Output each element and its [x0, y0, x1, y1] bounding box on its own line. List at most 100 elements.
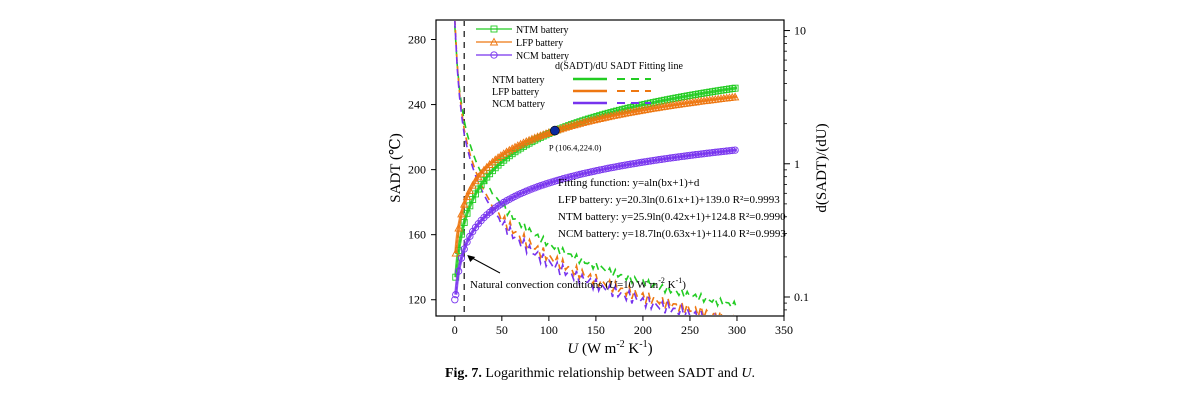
sadt-data-point: [603, 112, 613, 121]
legend-lines-label: LFP battery: [492, 87, 539, 98]
plot-frame: [435, 19, 785, 317]
derivative-series-line: [454, 21, 722, 315]
sadt-data-point: [584, 168, 593, 177]
sadt-data-point: [720, 147, 728, 156]
sadt-data-point: [462, 192, 472, 201]
sadt-data-point: [595, 114, 604, 122]
x-tick-label: 0: [452, 323, 458, 337]
natural-convection-label: Natural convection conditions (U=10 W m-…: [470, 276, 686, 291]
sadt-data-point: [471, 176, 480, 185]
sadt-data-point: [576, 170, 584, 179]
legend-lines-header: d(SADT)/dU SADT Fitting line: [555, 61, 683, 72]
x-axis-label-exp: -1: [639, 339, 647, 350]
sadt-data-point: [533, 132, 542, 141]
sadt-data-point: [680, 152, 688, 160]
legend-marker-label: NTM battery: [516, 25, 569, 36]
sadt-data-point: [460, 219, 468, 226]
sadt-data-point: [575, 118, 585, 127]
x-tick-label: 350: [775, 323, 793, 337]
y-left-tick-label: 160: [408, 228, 426, 242]
x-axis-label: U (W m-2 K-1): [567, 339, 652, 357]
x-tick-label: 250: [681, 323, 699, 337]
sadt-data-point: [507, 144, 517, 153]
natural-convection-u: U: [609, 279, 618, 291]
sadt-data-point: [527, 134, 537, 143]
sadt-fitting-line: [455, 149, 738, 295]
legend-lines-label: NTM battery: [492, 75, 545, 86]
x-tick-label: 200: [634, 323, 652, 337]
y-left-axis-label: SADT (℃): [388, 133, 404, 202]
sadt-data-point: [700, 150, 708, 158]
sadt-data-point: [468, 180, 477, 189]
x-tick-label: 150: [587, 323, 605, 337]
caption-text: Logarithmic relationship between SADT an…: [485, 366, 742, 381]
sadt-data-point: [451, 296, 459, 304]
sadt-data-point: [457, 209, 466, 218]
sadt-data-point: [463, 238, 471, 246]
sadt-data-point: [593, 166, 601, 175]
sadt-data-point: [584, 116, 593, 125]
sadt-data-point: [641, 158, 649, 166]
sadt-data-point: [573, 171, 581, 179]
sadt-data-point: [510, 142, 520, 151]
legend-marker-label: LFP battery: [516, 38, 563, 49]
caption-text-end: .: [751, 366, 756, 381]
y-right-tick-label: 1: [794, 157, 800, 171]
sadt-data-point: [731, 146, 739, 154]
sadt-data-point: [519, 138, 528, 147]
fit-function-title: Fitting function: y=aln(bx+1)+d: [558, 177, 700, 189]
sadt-data-point: [451, 248, 461, 257]
sadt-data-point: [459, 199, 469, 208]
x-axis-label-close: ): [648, 341, 653, 357]
sadt-data-point: [452, 290, 460, 299]
plot-frame-layer: [431, 19, 790, 321]
sadt-data-point: [562, 174, 570, 182]
x-axis-label-k: K: [625, 341, 640, 357]
natural-convection-value: =10 W m: [617, 279, 659, 291]
sadt-data-point: [607, 164, 615, 172]
sadt-data-point: [493, 153, 503, 162]
sadt-data-point: [660, 155, 669, 163]
legend-marker-label: NCM battery: [516, 51, 569, 62]
sadt-data-point: [609, 111, 619, 119]
natural-convection-close: ): [682, 279, 686, 291]
sadt-data-point: [567, 172, 576, 181]
sadt-data-point: [570, 120, 579, 129]
sadt-data-point: [465, 185, 475, 194]
y-left-tick-label: 280: [408, 33, 426, 47]
sadt-data-point: [601, 165, 609, 173]
fit-equation-ncm: NCM battery: y=18.7ln(0.63x+1)+114.0 R²=…: [558, 228, 786, 240]
x-axis-label-unit: (W m: [578, 341, 616, 357]
natural-convection-text: Natural convection conditions (: [470, 279, 609, 291]
caption-label: Fig. 7.: [444, 366, 482, 381]
sadt-data-point: [564, 173, 573, 181]
chart-data-layer: [451, 21, 740, 315]
x-tick-label: 50: [496, 323, 508, 337]
sadt-data-point: [581, 169, 590, 177]
sadt-data-point: [460, 245, 468, 253]
sadt-data-point: [513, 141, 523, 149]
sadt-data-point: [587, 168, 595, 176]
x-axis-label-u: U: [567, 341, 579, 357]
y-left-tick-label: 240: [408, 98, 426, 112]
sadt-data-point: [559, 175, 567, 183]
sadt-data-point: [485, 160, 494, 168]
intersection-point-p: [550, 125, 560, 136]
legend-lines-label: NCM battery: [492, 99, 545, 110]
sadt-data-point: [579, 170, 587, 178]
fit-equation-ntm: NTM battery: y=25.9ln(0.42x+1)+124.8 R²=…: [558, 211, 786, 223]
intersection-point-label: P (106.4,224.0): [549, 143, 602, 153]
chart-text-layer: 0 50 100 150 200 250 300 350 120 160 200 240 280 0.1 1…: [388, 24, 830, 357]
sadt-data-point: [457, 254, 466, 262]
sadt-data-point: [604, 164, 612, 172]
fit-equation-lfp: LFP battery: y=20.3ln(0.61x+1)+139.0 R²=…: [558, 194, 780, 206]
sadt-data-point: [621, 161, 629, 169]
plot-area: [451, 21, 740, 315]
x-axis-label-exp: -2: [616, 339, 624, 350]
sadt-data-point: [482, 162, 492, 171]
natural-convection-exp: -2: [658, 276, 665, 285]
sadt-data-point: [589, 115, 599, 124]
sadt-data-point: [570, 172, 578, 180]
legend-marker-symbol: [490, 51, 498, 59]
